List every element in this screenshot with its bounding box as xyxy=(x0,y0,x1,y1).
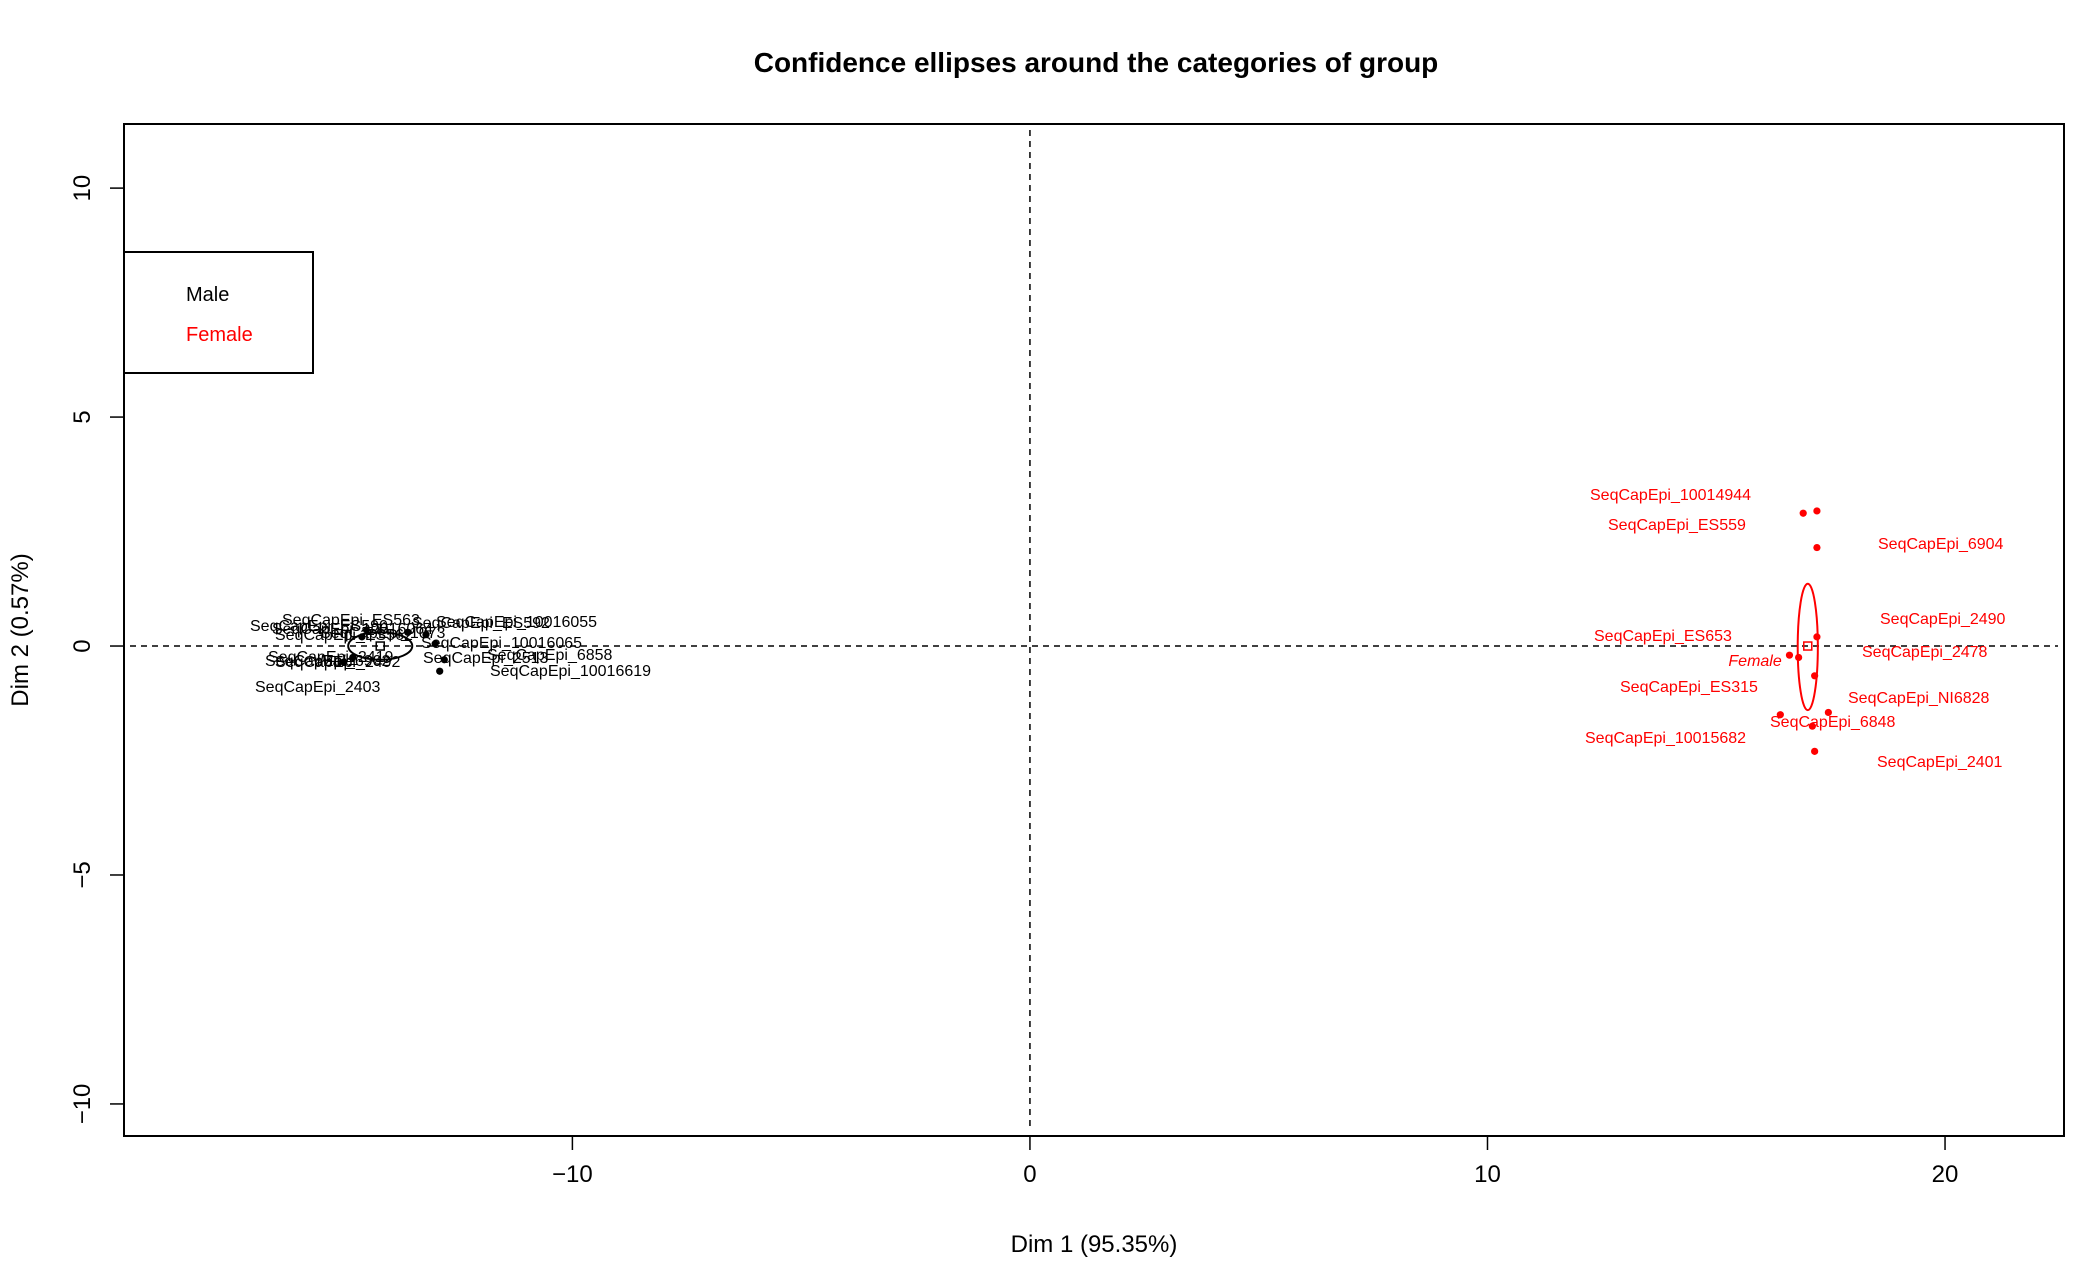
y-tick-label: 0 xyxy=(69,639,96,652)
female-point-label: SeqCapEpi_2401 xyxy=(1877,754,2003,771)
female-point-label: SeqCapEpi_6848 xyxy=(1770,714,1896,731)
data-point xyxy=(1785,651,1794,659)
data-point xyxy=(422,630,430,639)
male-point-label: SeqCapEpi_6858 xyxy=(487,647,613,664)
female-point-label: SeqCapEpi_ES315 xyxy=(1620,679,1758,696)
category-center-marker xyxy=(1803,641,1813,651)
data-point xyxy=(1808,722,1816,730)
female-point-label: SeqCapEpi_10015682 xyxy=(1585,730,1746,747)
point-labels: SeqCapEpi_10014944 SeqCapEpi_ES559 SeqCapE… xyxy=(250,487,2006,771)
male-point-label: SeqCapEpi_10016065 xyxy=(421,635,582,652)
data-point xyxy=(1824,708,1832,717)
y-tick-label: −5 xyxy=(69,861,96,888)
data-point xyxy=(404,628,412,636)
reference-lines xyxy=(130,130,2058,1130)
x-axis-label: Dim 1 (95.35%) xyxy=(1011,1231,1178,1258)
category-center-marker xyxy=(375,641,385,651)
category-center-label: Female xyxy=(1728,653,1781,670)
legend-box xyxy=(123,251,314,374)
y-axis: −10 −5 0 5 10 xyxy=(69,175,124,1125)
data-point xyxy=(431,640,439,648)
data-point xyxy=(1813,507,1821,515)
male-point-label: SeqCapEpi_2513 xyxy=(423,650,549,667)
male-point-label: SeqCapEpi_6902 xyxy=(265,653,391,670)
data-point xyxy=(1811,672,1819,680)
data-point xyxy=(1811,747,1819,755)
confidence-ellipses xyxy=(347,582,1819,712)
data-point xyxy=(349,653,357,662)
male-point-label: SeqCapEpi_2419 xyxy=(268,649,394,666)
data-point xyxy=(1813,543,1821,552)
category-centers: Male Female xyxy=(320,641,1813,670)
x-tick-label: 10 xyxy=(1474,1161,1501,1188)
male-point-label: SeqCapEpi_10016055 xyxy=(436,614,597,631)
data-point xyxy=(440,656,448,664)
x-axis: −10 0 10 20 xyxy=(552,1136,1958,1188)
female-point-label: SeqCapEpi_2490 xyxy=(1880,611,2006,628)
y-tick-label: −10 xyxy=(69,1084,96,1125)
male-point-label: SeqCapEpi_10016064 xyxy=(272,621,433,638)
data-point xyxy=(436,667,444,675)
category-center-label: Male xyxy=(320,653,355,670)
male-point-label: SeqCapEpi_ES562 xyxy=(275,627,413,644)
confidence-ellipse-female xyxy=(1796,582,1819,712)
chart-title: Confidence ellipses around the categorie… xyxy=(754,47,1439,78)
female-point-label: SeqCapEpi_10014944 xyxy=(1590,487,1751,504)
data-point xyxy=(1799,509,1807,517)
male-point-label: SeqCapEpi_ES592 xyxy=(412,615,550,632)
legend-entry-male: Male xyxy=(186,284,229,306)
data-point xyxy=(340,658,348,666)
female-point-label: SeqCapEpi_2478 xyxy=(1862,644,1988,661)
data-point xyxy=(1776,711,1784,719)
plot-border xyxy=(123,123,2065,1137)
data-point xyxy=(358,633,366,641)
y-tick-label: 10 xyxy=(69,175,96,202)
male-point-label: SeqCapEpi_1073 xyxy=(320,625,446,642)
male-point-label: SeqCapEpi_2403 xyxy=(255,679,381,696)
data-point xyxy=(1795,653,1803,662)
confidence-ellipse-male xyxy=(347,631,414,661)
legend-entry-female: Female xyxy=(186,324,253,346)
data-point xyxy=(1813,633,1821,641)
x-tick-label: 0 xyxy=(1023,1161,1036,1188)
male-point-label: SeqCapEpi_2492 xyxy=(275,654,401,671)
data-point xyxy=(362,626,371,634)
legend: Male Female xyxy=(123,251,314,374)
male-point-label: SeqCapEpi_ES563 xyxy=(282,612,420,629)
x-tick-label: −10 xyxy=(552,1161,593,1188)
female-point-label: SeqCapEpi_ES559 xyxy=(1608,517,1746,534)
data-points xyxy=(340,507,1832,755)
female-point-label: SeqCapEpi_ES653 xyxy=(1594,628,1732,645)
y-tick-label: 5 xyxy=(69,410,96,423)
y-axis-label: Dim 2 (0.57%) xyxy=(7,553,34,706)
x-tick-label: 20 xyxy=(1932,1161,1959,1188)
female-point-label: SeqCapEpi_6904 xyxy=(1878,536,2004,553)
male-point-label: SeqCapEpi_10016619 xyxy=(490,663,651,680)
female-point-label: SeqCapEpi_NI6828 xyxy=(1848,690,1990,707)
male-point-label: SeqCapEpi_ES590 xyxy=(250,618,388,635)
